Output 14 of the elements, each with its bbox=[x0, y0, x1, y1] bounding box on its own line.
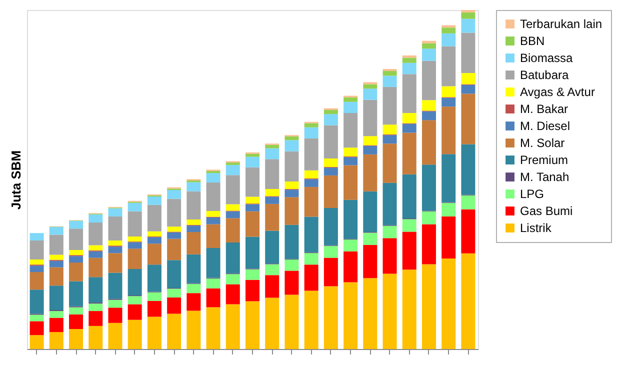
legend-label: Listrik bbox=[520, 221, 552, 235]
legend-label: M. Tanah bbox=[520, 170, 570, 184]
legend-label: M. Solar bbox=[520, 136, 565, 150]
legend-label: Gas Bumi bbox=[520, 204, 573, 218]
legend-label: M. Bakar bbox=[520, 102, 568, 116]
legend-label: BBN bbox=[520, 34, 545, 48]
legend-label: Batubara bbox=[520, 68, 570, 82]
legend-label: Biomassa bbox=[520, 51, 574, 65]
y-axis-title: Juta SBM bbox=[8, 150, 24, 210]
legend-label: LPG bbox=[520, 187, 544, 201]
legend-label: M. Diesel bbox=[520, 119, 570, 133]
legend-label: Premium bbox=[520, 153, 568, 167]
legend-label: Avgas & Avtur bbox=[520, 85, 595, 99]
legend-label: Terbarukan lain bbox=[520, 17, 602, 31]
